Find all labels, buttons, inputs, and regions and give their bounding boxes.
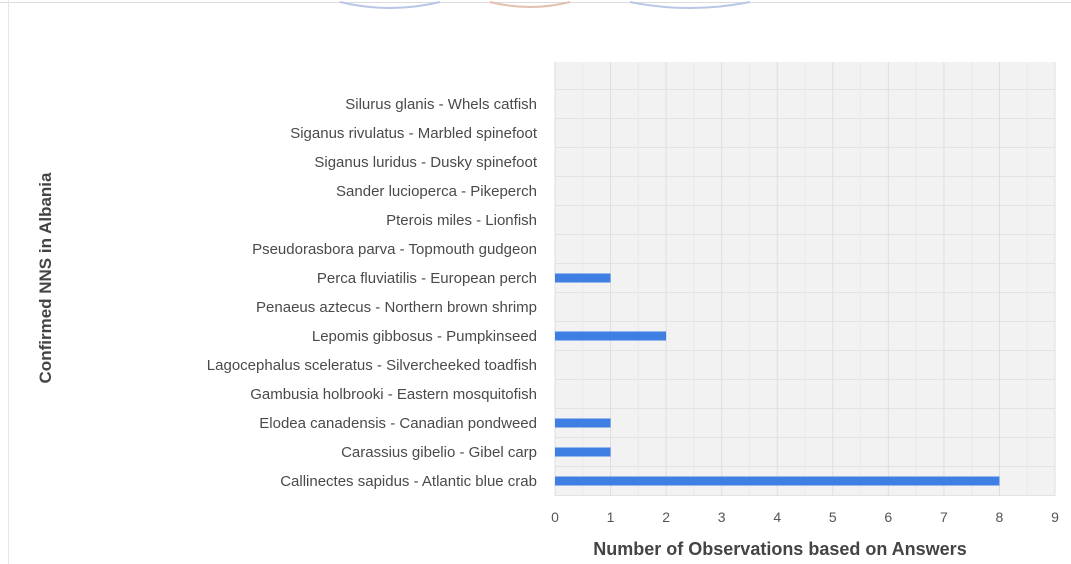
top-divider <box>0 2 1071 3</box>
bar <box>555 331 667 341</box>
category-label: Silurus glanis - Whels catfish <box>345 96 537 113</box>
bar <box>555 273 611 283</box>
category-label: Pseudorasbora parva - Topmouth gudgeon <box>252 241 537 258</box>
x-tick-label: 8 <box>996 509 1004 525</box>
x-tick-label: 7 <box>940 509 948 525</box>
category-label: Lepomis gibbosus - Pumpkinseed <box>312 328 537 345</box>
left-divider <box>8 0 9 564</box>
x-tick-label: 6 <box>884 509 892 525</box>
watermark-decoration <box>339 1 751 9</box>
category-label: Carassius gibelio - Gibel carp <box>341 444 537 461</box>
category-label: Penaeus aztecus - Northern brown shrimp <box>256 299 537 316</box>
category-label: Gambusia holbrooki - Eastern mosquitofis… <box>250 386 537 403</box>
category-label: Pterois miles - Lionfish <box>386 212 537 229</box>
x-tick-label: 4 <box>773 509 781 525</box>
x-tick-label: 1 <box>607 509 615 525</box>
x-tick-label: 0 <box>551 509 559 525</box>
category-label: Siganus rivulatus - Marbled spinefoot <box>290 125 538 142</box>
x-axis-label: Number of Observations based on Answers <box>593 539 966 559</box>
x-tick-label: 2 <box>662 509 670 525</box>
x-tick-label: 5 <box>829 509 837 525</box>
category-label: Perca fluviatilis - European perch <box>317 270 537 287</box>
x-tick-label: 3 <box>718 509 726 525</box>
bar <box>555 418 611 428</box>
category-label: Lagocephalus sceleratus - Silvercheeked … <box>207 357 537 374</box>
category-label: Siganus luridus - Dusky spinefoot <box>314 154 537 171</box>
bar <box>555 476 1000 486</box>
category-label: Sander lucioperca - Pikeperch <box>336 183 537 200</box>
bar <box>555 447 611 457</box>
category-label: Elodea canadensis - Canadian pondweed <box>259 415 537 432</box>
category-label: Callinectes sapidus - Atlantic blue crab <box>280 473 537 490</box>
x-tick-label: 9 <box>1051 509 1059 525</box>
y-axis-label: Confirmed NNS in Albania <box>36 172 55 383</box>
